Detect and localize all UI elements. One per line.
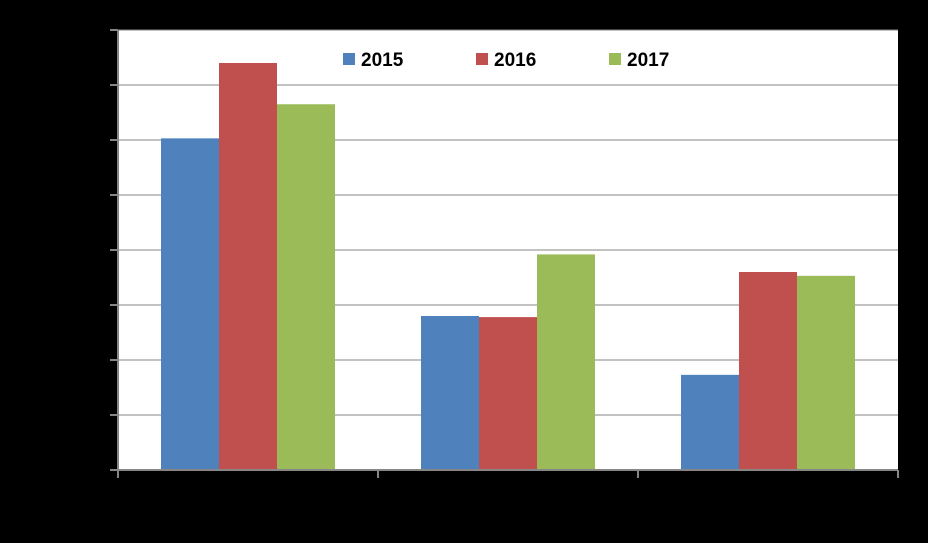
axes <box>110 29 899 478</box>
legend-item-2015: 2015 <box>343 50 404 71</box>
bar-2015-group-3 <box>681 374 739 470</box>
bar-2015-group-2 <box>421 316 479 470</box>
legend-item-2017: 2017 <box>609 50 669 71</box>
bar-2015-group-1 <box>161 138 219 470</box>
bar-2017-group-1 <box>277 104 335 470</box>
bars <box>161 63 855 470</box>
legend-swatch <box>476 53 488 65</box>
legend-label: 2015 <box>361 50 404 71</box>
legend: 2015 2016 2017 <box>343 50 669 71</box>
bar-2016-group-2 <box>479 317 537 470</box>
bar-2017-group-2 <box>537 254 595 470</box>
legend-swatch <box>609 53 621 65</box>
bar-2016-group-1 <box>219 63 277 470</box>
legend-label: 2016 <box>494 50 536 71</box>
bar-2017-group-3 <box>797 275 855 470</box>
legend-swatch <box>343 53 355 65</box>
legend-label: 2017 <box>627 50 669 71</box>
legend-item-2016: 2016 <box>476 50 536 71</box>
bar-2016-group-3 <box>739 272 797 470</box>
